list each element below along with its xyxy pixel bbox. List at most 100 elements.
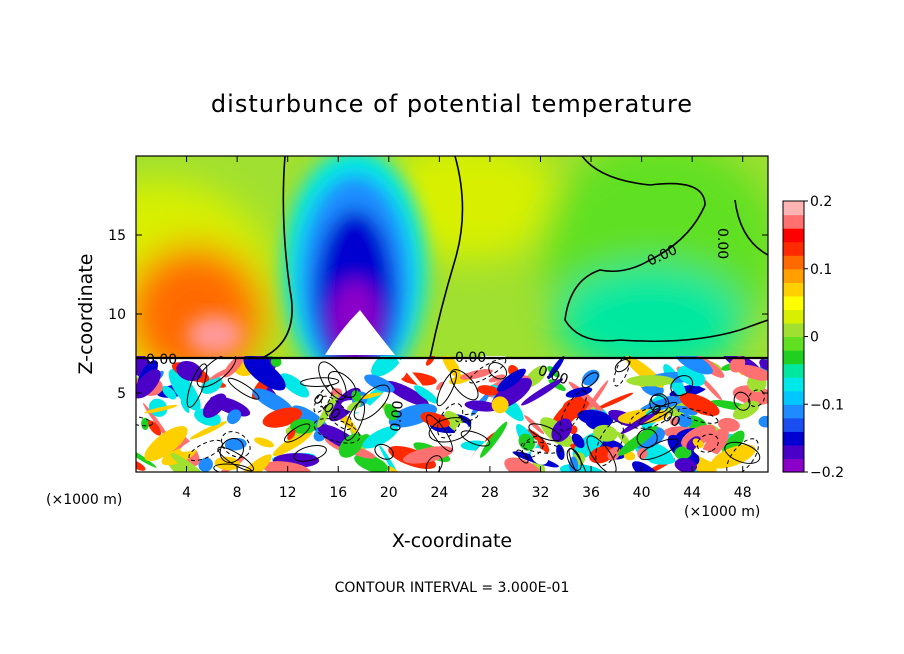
turbulence-contour bbox=[488, 362, 508, 380]
colorbar-swatch bbox=[783, 377, 804, 392]
colorbar-swatch bbox=[783, 350, 804, 365]
contour-interval-note: CONTOUR INTERVAL = 3.000E-01 bbox=[335, 580, 570, 596]
colorbar-tick-label: 0.2 bbox=[810, 194, 832, 210]
turbulence-blob bbox=[571, 433, 585, 449]
turbulence-blob bbox=[577, 409, 614, 427]
turbulence-contour bbox=[221, 431, 251, 458]
turbulence-blob bbox=[210, 367, 234, 380]
turbulence-contour bbox=[425, 455, 443, 472]
lower-turbulent-layer bbox=[136, 356, 768, 472]
warm-core-left bbox=[187, 315, 243, 355]
turbulence-blob bbox=[607, 446, 621, 461]
contour-label: 0.00 bbox=[388, 400, 407, 432]
turbulence-blob bbox=[645, 406, 659, 416]
turbulence-contour bbox=[449, 369, 479, 401]
turbulence-contour bbox=[318, 361, 347, 400]
turbulence-blob bbox=[674, 446, 692, 460]
turbulence-blob bbox=[205, 403, 213, 414]
turbulence-blob bbox=[176, 361, 203, 382]
turbulence-contour bbox=[293, 445, 327, 462]
turbulence-blob bbox=[670, 416, 680, 426]
colorbar-swatch bbox=[783, 201, 804, 216]
turbulence-blob bbox=[677, 413, 693, 428]
turbulence-blob bbox=[148, 420, 162, 436]
turbulence-blob bbox=[144, 404, 178, 414]
x-tick-label: 28 bbox=[481, 485, 499, 501]
colorbar-swatch bbox=[783, 431, 804, 446]
turbulence-contour bbox=[428, 417, 472, 443]
x-tick-label: 32 bbox=[532, 485, 550, 501]
turbulence-blob bbox=[272, 429, 313, 457]
turbulence-blob bbox=[226, 409, 242, 425]
turbulence-contour bbox=[343, 401, 366, 441]
contour-line-plume-right bbox=[429, 156, 464, 359]
colorbar-swatch bbox=[783, 255, 804, 270]
turbulence-blob bbox=[262, 461, 311, 472]
x-tick-label: 40 bbox=[633, 485, 651, 501]
colorbar-tick-label: −0.2 bbox=[810, 465, 844, 481]
x-axis: 4 8 12 16 20 24 28 32 36 40 44 48 bbox=[182, 156, 752, 501]
turbulence-blob bbox=[170, 452, 206, 472]
colorbar-swatch bbox=[783, 417, 804, 432]
turbulence-contour bbox=[460, 430, 491, 447]
turbulence-blob bbox=[243, 356, 286, 391]
turbulence-blob bbox=[537, 404, 547, 413]
colorbar-swatch bbox=[783, 228, 804, 243]
contour-lines bbox=[136, 156, 768, 360]
turbulence-blob bbox=[626, 375, 675, 387]
turbulence-contour bbox=[724, 441, 761, 464]
turbulence-contour bbox=[559, 390, 587, 432]
turbulence-blob bbox=[737, 364, 768, 381]
colorbar-swatch bbox=[783, 214, 804, 229]
turbulence-blob bbox=[330, 388, 343, 399]
colorbar-swatch bbox=[783, 282, 804, 297]
colorbar-swatch bbox=[783, 309, 804, 324]
turbulence-blob bbox=[479, 421, 508, 458]
x-tick-label: 48 bbox=[734, 485, 752, 501]
colorbar-swatch bbox=[783, 458, 804, 473]
turbulence-blob bbox=[595, 392, 634, 410]
contour-line-right-upper bbox=[564, 156, 768, 343]
turbulence-contour bbox=[219, 438, 245, 464]
turbulence-blob bbox=[287, 429, 296, 440]
turbulence-blob bbox=[477, 385, 500, 396]
turbulence-contour bbox=[283, 423, 311, 443]
turbulence-contour bbox=[614, 359, 630, 373]
y-axis-title: Z-coordinate bbox=[75, 254, 97, 375]
turbulence-contour bbox=[528, 423, 562, 442]
turbulence-blob bbox=[732, 385, 768, 405]
turbulence-blob bbox=[290, 418, 317, 434]
x-tick-label: 16 bbox=[329, 485, 347, 501]
turbulence-contour bbox=[566, 448, 582, 471]
colorbar-swatch bbox=[783, 363, 804, 378]
colorbar-swatch bbox=[783, 444, 804, 460]
colorbar-tick-label: 0.1 bbox=[810, 262, 832, 278]
turbulence-contour bbox=[516, 449, 529, 464]
colorbar-swatch bbox=[783, 322, 804, 338]
turbulence-blob bbox=[202, 393, 227, 418]
x-tick-label: 24 bbox=[430, 485, 448, 501]
turbulence-contour bbox=[196, 356, 237, 388]
x-tick-label: 44 bbox=[683, 485, 701, 501]
x-axis-title: X-coordinate bbox=[392, 530, 512, 552]
cool-region-right bbox=[555, 265, 745, 375]
turbulence-contour bbox=[468, 358, 507, 384]
turbulence-blob bbox=[371, 356, 404, 377]
turbulence-blob bbox=[189, 421, 227, 440]
turbulence-blob bbox=[357, 392, 382, 400]
turbulence-contour bbox=[613, 356, 631, 387]
colorbar-swatch bbox=[783, 336, 804, 351]
turbulence-blob bbox=[387, 465, 404, 472]
turbulence-blob bbox=[384, 403, 398, 421]
turbulence-contour bbox=[227, 377, 260, 400]
turbulence-contour bbox=[436, 402, 464, 439]
colorbar-swatch bbox=[783, 241, 804, 256]
turbulence-blob bbox=[556, 444, 565, 460]
turbulence-blob bbox=[679, 393, 720, 417]
turbulence-blob bbox=[732, 400, 760, 420]
colorbar: 0.2 0.1 0 −0.1 −0.2 bbox=[782, 194, 844, 481]
turbulence-contour bbox=[595, 420, 624, 467]
turbulence-blob bbox=[711, 444, 756, 469]
turbulence-blob bbox=[581, 380, 609, 418]
turbulence-blob bbox=[214, 456, 241, 471]
